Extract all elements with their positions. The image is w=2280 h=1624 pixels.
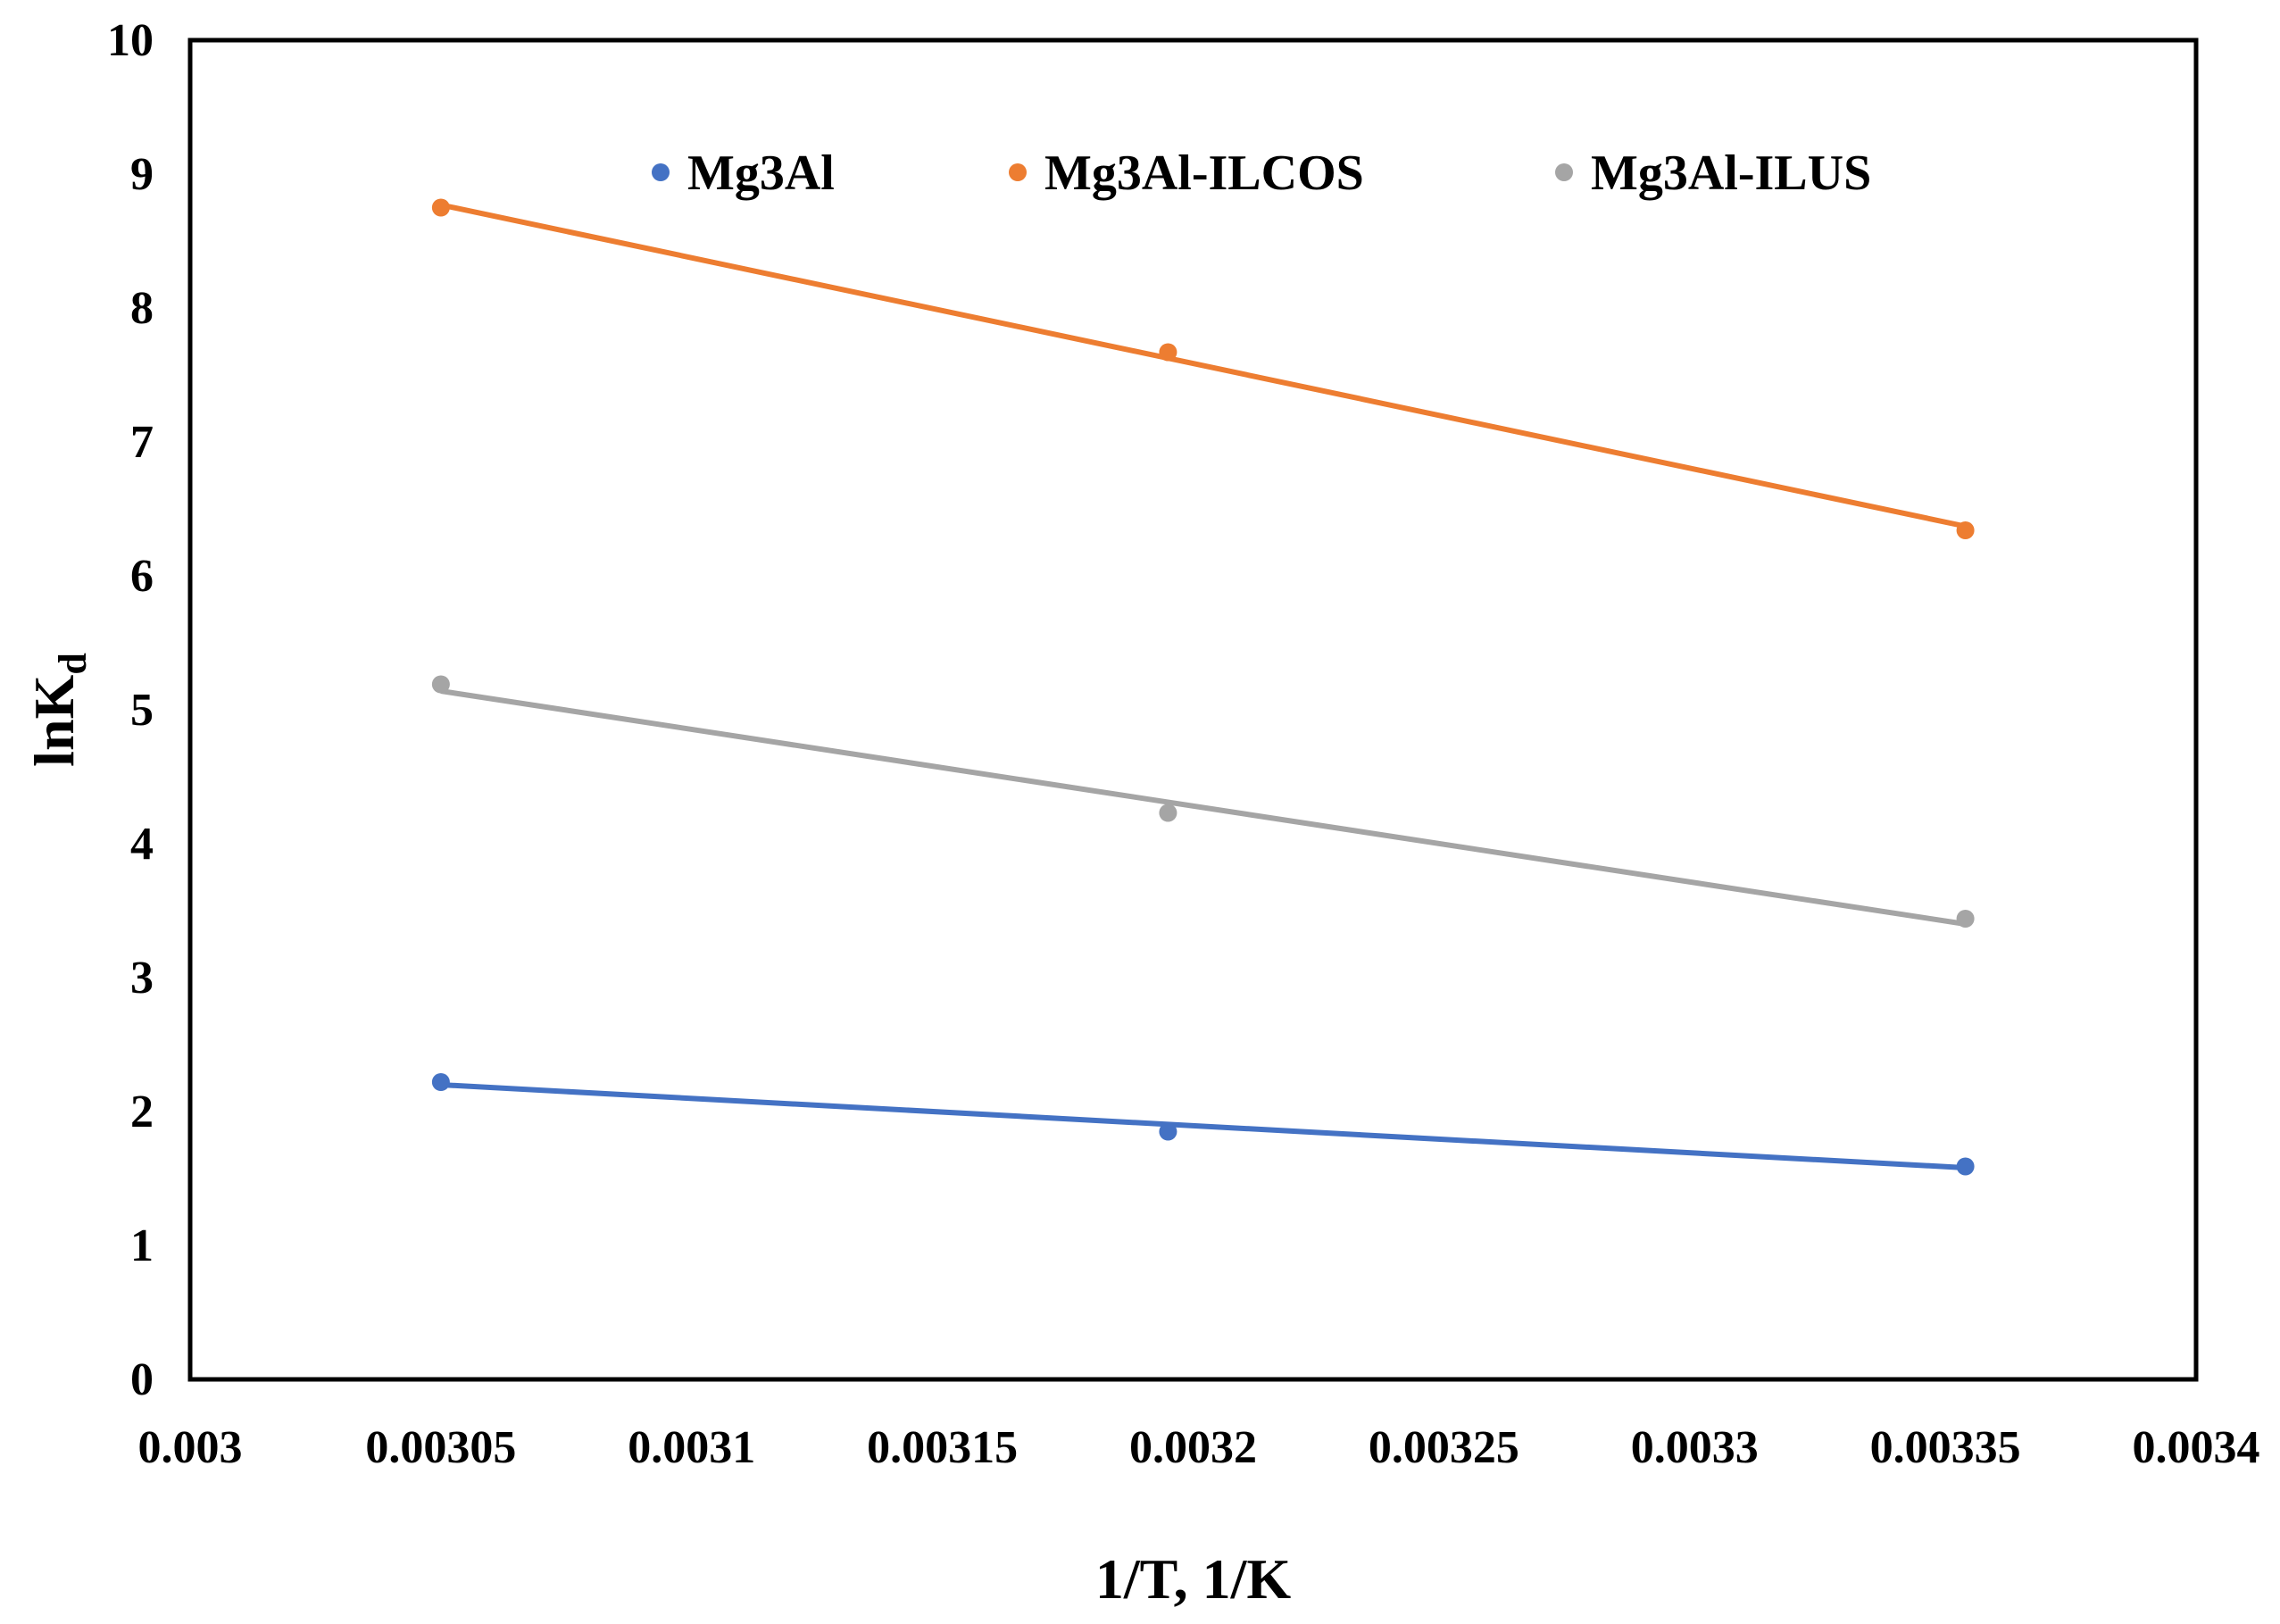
x-tick-label: 0.0033 [1631,1422,1759,1473]
trendlines [440,202,1967,1170]
legend-label-mg3al: Mg3Al [687,146,835,201]
y-tick-label: 2 [130,1087,154,1137]
legend-marker-mg3al-ilus [1555,163,1573,181]
data-point-mg3al-ilcos [1159,343,1177,362]
data-point-mg3al-ilcos [431,198,450,217]
y-tick-label: 10 [107,15,154,66]
trendline-mg3al [440,1082,1966,1170]
y-axis-ticks: 0 1 2 3 4 5 6 7 8 9 10 [107,15,154,1405]
data-point-mg3al-ilcos [1956,521,1975,539]
x-tick-label: 0.00305 [365,1422,516,1473]
x-tick-label: 0.00335 [1870,1422,2021,1473]
y-tick-label: 5 [130,685,154,736]
y-tick-label: 9 [130,149,154,200]
x-axis-ticks: 0.003 0.00305 0.0031 0.00315 0.0032 0.00325 0.… [138,1422,2260,1473]
y-axis-title-subscript: d [51,653,95,674]
y-axis-title-main: lnK [22,674,86,766]
x-tick-label: 0.003 [138,1422,243,1473]
x-axis-title: 1/T, 1/K [1095,1547,1292,1611]
data-point-mg3al [431,1073,450,1091]
y-tick-label: 4 [130,819,154,870]
legend-label-mg3al-ilcos: Mg3Al-ILCOS [1044,146,1364,201]
data-point-mg3al-ilus [1159,804,1177,822]
legend-marker-mg3al-ilcos [1009,163,1027,181]
legend: Mg3Al Mg3Al-ILCOS Mg3Al-ILUS [652,146,1871,201]
data-points [431,198,1975,1176]
x-tick-label: 0.00325 [1369,1422,1519,1473]
legend-marker-mg3al [652,163,670,181]
legend-label-mg3al-ilus: Mg3Al-ILUS [1591,146,1871,201]
data-point-mg3al [1159,1122,1177,1141]
y-tick-label: 6 [130,551,154,602]
data-point-mg3al-ilus [431,675,450,694]
y-axis-title: lnKd [22,653,95,767]
plot-area-frame [187,37,2199,1382]
y-tick-label: 1 [130,1220,154,1271]
trendline-mg3al-ilus [440,688,1967,927]
x-tick-label: 0.00315 [867,1422,1018,1473]
data-point-mg3al-ilus [1956,910,1975,928]
trendline-mg3al-ilcos [440,202,1967,529]
x-tick-label: 0.0031 [628,1422,755,1473]
y-tick-label: 0 [130,1354,154,1405]
y-tick-label: 3 [130,953,154,1004]
x-tick-label: 0.0034 [2133,1422,2260,1473]
y-tick-label: 8 [130,283,154,334]
x-tick-label: 0.0032 [1129,1422,1257,1473]
y-tick-label: 7 [130,417,154,468]
data-point-mg3al [1956,1157,1975,1176]
